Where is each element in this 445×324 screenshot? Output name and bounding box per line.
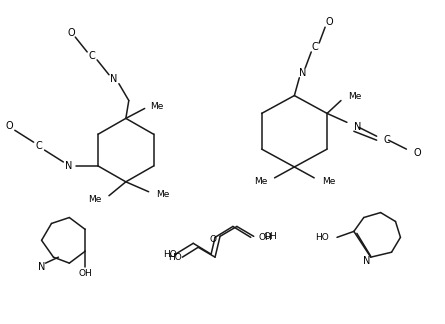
Text: N: N xyxy=(110,74,117,84)
Text: O: O xyxy=(68,28,75,38)
Text: C: C xyxy=(384,135,390,145)
Text: Me: Me xyxy=(348,92,361,101)
Text: C: C xyxy=(35,141,42,151)
Text: Me: Me xyxy=(322,177,336,186)
Text: HO: HO xyxy=(169,253,182,262)
Text: N: N xyxy=(65,161,72,171)
Text: N: N xyxy=(363,256,370,266)
Text: C: C xyxy=(312,42,319,52)
Text: Me: Me xyxy=(254,177,267,186)
Text: Me: Me xyxy=(88,195,101,204)
Text: O: O xyxy=(413,148,421,158)
Text: OH: OH xyxy=(263,232,277,241)
Text: N: N xyxy=(354,122,361,132)
Text: O: O xyxy=(325,17,333,27)
Text: OH: OH xyxy=(259,233,272,242)
Text: C: C xyxy=(89,51,96,61)
Text: N: N xyxy=(299,68,306,78)
Text: OH: OH xyxy=(78,269,92,278)
Text: O: O xyxy=(5,121,12,131)
Text: O: O xyxy=(210,235,217,244)
Text: HO: HO xyxy=(163,250,177,259)
Text: N: N xyxy=(38,262,45,272)
Text: Me: Me xyxy=(157,190,170,199)
Text: Me: Me xyxy=(150,102,164,111)
Text: HO: HO xyxy=(316,233,329,242)
